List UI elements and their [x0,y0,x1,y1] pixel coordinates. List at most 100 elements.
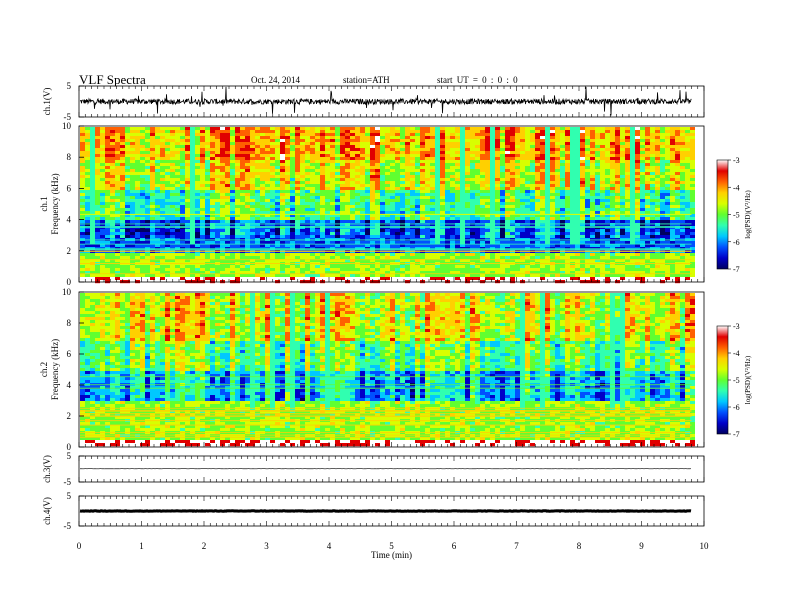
spectrogram-cell [340,160,345,164]
spectrogram-cell [425,148,430,152]
spectrogram-cell [515,157,520,161]
spectrogram-cell [260,274,265,278]
spectrogram-cell [520,220,525,224]
spectrogram-cell [300,256,305,260]
spectrogram-cell [505,142,510,146]
spectrogram-cell [450,223,455,227]
spectrogram-cell [330,202,335,206]
spectrogram-cell [140,130,145,134]
spectrogram-cell [510,175,515,179]
spectrogram-cell [515,232,520,236]
spectrogram-cell [415,256,420,260]
spectrogram-cell [175,274,180,278]
spectrogram-cell [445,190,450,194]
spectrogram-cell [90,130,95,134]
spectrogram-cell [440,268,445,272]
spectrogram-cell [120,208,125,212]
spectrogram-cell [110,148,115,152]
spectrogram-cell [270,169,275,173]
spectrogram-cell [315,268,320,272]
spectrogram-cell [265,253,270,257]
spectrogram-cell [230,166,235,170]
spectrogram-cell [285,193,290,197]
spectrogram-cell [150,253,155,257]
spectrogram-cell [165,277,170,281]
spectrogram-cell [110,241,115,245]
spectrogram-cell [145,199,150,203]
spectrogram-cell [220,211,225,215]
spectrogram-cell [185,256,190,260]
spectrogram-cell [430,178,435,182]
spectrogram-cell [380,163,385,167]
spectrogram-cell [380,268,385,272]
spectrogram-cell [280,133,285,137]
spectrogram-cell [535,157,540,161]
spectrogram-cell [350,277,355,281]
spectrogram-cell [255,139,260,143]
spectrogram-cell [95,181,100,185]
spectrogram-cell [150,136,155,140]
spectrogram-cell [380,211,385,215]
spectrogram-cell [130,175,135,179]
spectrogram-cell [435,187,440,191]
spectrogram-cell [165,223,170,227]
spectrogram-cell [260,139,265,143]
spectrogram-cell [255,268,260,272]
spectrogram-cell [220,136,225,140]
spectrogram-cell [195,181,200,185]
spectrogram-cell [170,196,175,200]
spectrogram-cell [395,241,400,245]
spectrogram-cell [365,220,370,224]
spectrogram-cell [245,214,250,218]
spectrogram-cell [95,136,100,140]
spectrogram-cell [135,187,140,191]
spectrogram-cell [200,220,205,224]
spectrogram-cell [375,214,380,218]
spectrogram-cell [470,169,475,173]
spectrogram-cell [125,205,130,209]
spectrogram-cell [290,163,295,167]
spectrogram-cell [525,241,530,245]
spectrogram-cell [225,145,230,149]
spectrogram-cell [195,253,200,257]
spectrogram-cell [525,145,530,149]
spectrogram-cell [340,169,345,173]
spectrogram-cell [370,202,375,206]
spectrogram-cell [180,271,185,275]
spectrogram-cell [415,157,420,161]
spectrogram-cell [90,253,95,257]
spectrogram-cell [510,181,515,185]
spectrogram-cell [535,241,540,245]
spectrogram-cell [480,232,485,236]
spectrogram-cell [175,232,180,236]
spectrogram-cell [455,178,460,182]
spectrogram-cell [445,151,450,155]
spectrogram-cell [455,175,460,179]
spectrogram-cell [215,229,220,233]
spectrogram-cell [455,229,460,233]
spectrogram-cell [250,271,255,275]
spectrogram-cell [355,277,360,281]
spectrogram-cell [310,220,315,224]
spectrogram-cell [245,181,250,185]
spectrogram-cell [335,139,340,143]
spectrogram-cell [370,139,375,143]
spectrogram-cell [285,163,290,167]
spectrogram-cell [275,202,280,206]
spectrogram-cell [330,178,335,182]
spectrogram-cell [330,244,335,248]
spectrogram-cell [265,133,270,137]
spectrogram-cell [195,265,200,269]
spectrogram-cell [320,256,325,260]
spectrogram-cell [495,268,500,272]
spectrogram-cell [105,232,110,236]
spectrogram-cell [455,172,460,176]
spectrogram-cell [490,130,495,134]
spectrogram-cell [440,130,445,134]
spectrogram-cell [150,199,155,203]
spectrogram-cell [300,160,305,164]
spectrogram-cell [225,202,230,206]
spectrogram-cell [120,205,125,209]
spectrogram-cell [535,223,540,227]
spectrogram-cell [295,232,300,236]
